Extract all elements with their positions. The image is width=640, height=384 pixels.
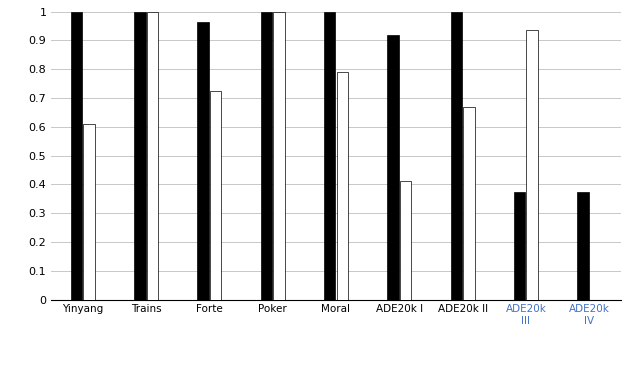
Bar xyxy=(514,192,525,300)
Bar xyxy=(527,30,538,300)
Bar xyxy=(147,12,158,300)
Bar xyxy=(387,35,399,300)
Bar xyxy=(273,12,285,300)
Bar xyxy=(260,12,272,300)
Bar xyxy=(577,192,589,300)
Bar xyxy=(337,72,348,300)
Bar xyxy=(451,12,462,300)
Bar xyxy=(134,12,145,300)
Bar xyxy=(210,91,221,300)
Bar xyxy=(83,124,95,300)
Bar xyxy=(324,12,335,300)
Bar xyxy=(71,12,83,300)
Bar xyxy=(400,182,412,300)
Bar xyxy=(463,107,474,300)
Bar xyxy=(198,22,209,300)
